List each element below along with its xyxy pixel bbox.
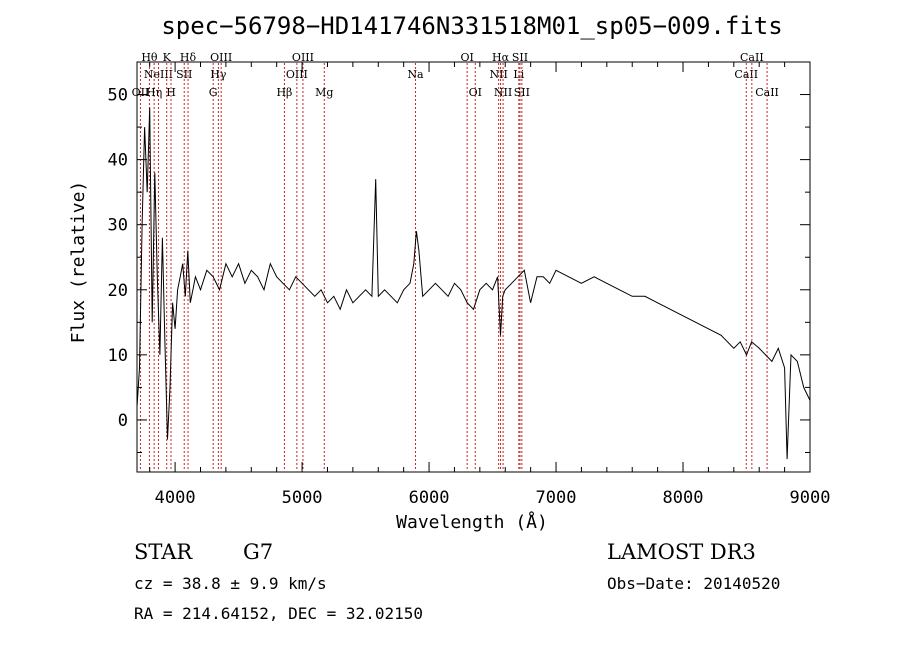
y-tick-label: 40	[108, 151, 128, 171]
line-marker-label-20: NII	[494, 86, 512, 99]
line-marker-label-19: Hα	[492, 51, 510, 64]
line-marker-label-15: Na	[407, 68, 424, 81]
line-marker-label-17: OI	[469, 86, 482, 99]
chart-title: spec−56798−HD141746N331518M01_sp05−009.f…	[161, 12, 782, 40]
obs-date: Obs−Date: 20140520	[607, 574, 781, 593]
x-tick-label: 6000	[409, 488, 450, 508]
spectrum-line-0	[136, 107, 811, 460]
y-axis-ticks: 0 10 20 30 40 50	[108, 61, 810, 453]
line-marker-label-2: Hη	[146, 86, 162, 99]
line-marker-label-26: CaII	[755, 86, 779, 99]
y-tick-label: 50	[108, 86, 128, 106]
object-subclass: G7	[243, 540, 274, 564]
line-marker-label-24: CaII	[734, 68, 758, 81]
line-marker-label-6: SII	[176, 68, 192, 81]
line-marker-label-13: OIII	[292, 51, 314, 64]
x-tick-label: 9000	[790, 488, 831, 508]
y-tick-label: 10	[108, 346, 128, 366]
line-marker-label-10: OIII	[210, 51, 232, 64]
line-marker-label-0: OII	[132, 86, 150, 99]
y-tick-label: 0	[118, 411, 128, 431]
line-marker-label-18: NII	[489, 68, 507, 81]
line-marker-label-1: Hθ	[141, 51, 158, 64]
survey-name: LAMOST DR3	[607, 540, 756, 564]
x-tick-label: 8000	[663, 488, 704, 508]
object-class: STAR	[134, 540, 193, 564]
coordinates: RA = 214.64152, DEC = 32.02150	[134, 604, 423, 623]
x-tick-label: 5000	[282, 488, 323, 508]
line-marker-label-8: G	[209, 86, 218, 99]
line-marker-label-9: Hγ	[210, 68, 227, 81]
line-marker-label-12: OIII	[286, 68, 308, 81]
line-marker-label-7: Hδ	[180, 51, 197, 64]
line-marker-label-5: H	[166, 86, 176, 99]
line-markers: OIIHθHηNeIIIKHSIIHδGHγOIIIHβOIIIOIIIMgNa…	[132, 51, 779, 471]
line-marker-label-25: CaII	[740, 51, 764, 64]
line-marker-label-4: K	[163, 51, 172, 64]
x-tick-label: 4000	[155, 488, 196, 508]
line-marker-label-11: Hβ	[276, 86, 292, 99]
redshift-value: cz = 38.8 ± 9.9 km/s	[134, 574, 327, 593]
spectrum-series	[136, 107, 811, 460]
line-marker-label-22: SII	[512, 51, 528, 64]
line-marker-label-21: Li	[513, 68, 524, 81]
y-tick-label: 30	[108, 216, 128, 236]
line-marker-label-3: NeIII	[144, 68, 173, 81]
line-marker-label-16: OI	[460, 51, 473, 64]
x-axis-ticks: 4000 5000 6000 7000 8000 9000	[149, 62, 831, 508]
line-marker-label-14: Mg	[315, 86, 333, 99]
x-axis-label: Wavelength (Å)	[396, 511, 548, 533]
y-axis-label: Flux (relative)	[68, 181, 89, 344]
x-tick-label: 7000	[536, 488, 577, 508]
y-tick-label: 20	[108, 281, 128, 301]
plot-frame	[136, 61, 811, 473]
line-marker-label-23: SII	[514, 86, 530, 99]
